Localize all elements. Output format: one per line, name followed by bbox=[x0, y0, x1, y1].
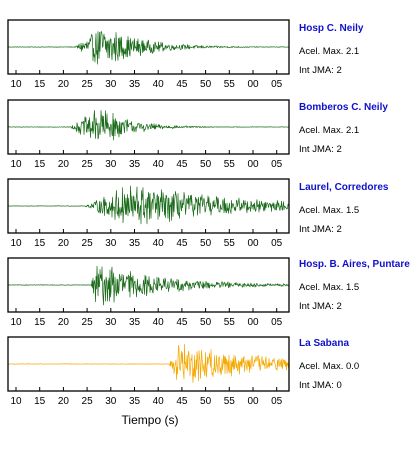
x-tick-label-2-3: 25 bbox=[82, 159, 94, 170]
x-tick-label-3-0: 10 bbox=[10, 238, 22, 249]
station-accel-3: Acel. Max. 1.5 bbox=[299, 205, 360, 216]
x-tick-label-4-11: 05 bbox=[271, 317, 283, 328]
x-tick-label-4-2: 20 bbox=[58, 317, 70, 328]
panel-frame-4 bbox=[7, 257, 290, 313]
x-tick-label-3-10: 00 bbox=[247, 238, 259, 249]
panel-frame-5 bbox=[7, 336, 290, 392]
x-tick-label-5-10: 00 bbox=[247, 396, 259, 407]
x-tick-label-1-4: 30 bbox=[105, 79, 117, 90]
x-tick-label-1-6: 40 bbox=[153, 79, 165, 90]
station-intensity-1: Int JMA: 2 bbox=[299, 65, 342, 76]
x-tick-label-2-8: 50 bbox=[200, 159, 212, 170]
x-tick-label-2-1: 15 bbox=[34, 159, 46, 170]
x-tick-label-3-8: 50 bbox=[200, 238, 212, 249]
trace-4 bbox=[7, 265, 290, 306]
x-tick-label-3-3: 25 bbox=[82, 238, 94, 249]
station-name-2: Bomberos C. Neily bbox=[299, 102, 388, 113]
x-tick-label-3-9: 55 bbox=[224, 238, 236, 249]
x-tick-label-2-6: 40 bbox=[153, 159, 165, 170]
x-tick-label-5-3: 25 bbox=[82, 396, 94, 407]
x-tick-label-5-11: 05 bbox=[271, 396, 283, 407]
x-tick-label-3-5: 35 bbox=[129, 238, 141, 249]
x-tick-label-3-7: 45 bbox=[176, 238, 188, 249]
x-tick-label-3-11: 05 bbox=[271, 238, 283, 249]
x-tick-label-1-3: 25 bbox=[82, 79, 94, 90]
trace-2 bbox=[7, 110, 290, 141]
station-intensity-2: Int JMA: 2 bbox=[299, 144, 342, 155]
x-tick-label-2-0: 10 bbox=[10, 159, 22, 170]
station-accel-1: Acel. Max. 2.1 bbox=[299, 46, 360, 57]
x-tick-label-1-8: 50 bbox=[200, 79, 212, 90]
x-tick-label-5-0: 10 bbox=[10, 396, 22, 407]
x-tick-label-2-2: 20 bbox=[58, 159, 70, 170]
x-tick-label-5-4: 30 bbox=[105, 396, 117, 407]
x-tick-label-1-7: 45 bbox=[176, 79, 188, 90]
x-tick-label-4-9: 55 bbox=[224, 317, 236, 328]
x-tick-label-5-6: 40 bbox=[153, 396, 165, 407]
x-tick-label-4-10: 00 bbox=[247, 317, 259, 328]
station-accel-2: Acel. Max. 2.1 bbox=[299, 125, 360, 136]
station-accel-4: Acel. Max. 1.5 bbox=[299, 282, 360, 293]
x-tick-label-1-2: 20 bbox=[58, 79, 70, 90]
station-name-4: Hosp. B. Aires, Puntare bbox=[299, 259, 410, 270]
x-tick-label-4-7: 45 bbox=[176, 317, 188, 328]
station-accel-5: Acel. Max. 0.0 bbox=[299, 361, 360, 372]
x-tick-label-3-2: 20 bbox=[58, 238, 70, 249]
x-tick-label-1-10: 00 bbox=[247, 79, 259, 90]
x-tick-label-2-9: 55 bbox=[224, 159, 236, 170]
x-tick-label-1-11: 05 bbox=[271, 79, 283, 90]
x-axis-label: Tiempo (s) bbox=[121, 413, 179, 427]
x-tick-label-3-6: 40 bbox=[153, 238, 165, 249]
x-tick-label-5-7: 45 bbox=[176, 396, 188, 407]
x-tick-label-1-1: 15 bbox=[34, 79, 46, 90]
x-tick-label-4-3: 25 bbox=[82, 317, 94, 328]
x-tick-label-4-6: 40 bbox=[153, 317, 165, 328]
x-tick-label-5-9: 55 bbox=[224, 396, 236, 407]
x-tick-label-5-5: 35 bbox=[129, 396, 141, 407]
x-tick-label-1-0: 10 bbox=[10, 79, 22, 90]
x-tick-label-5-1: 15 bbox=[34, 396, 46, 407]
x-tick-label-2-11: 05 bbox=[271, 159, 283, 170]
panel-frame-2 bbox=[7, 99, 290, 155]
x-tick-label-3-4: 30 bbox=[105, 238, 117, 249]
x-tick-label-4-1: 15 bbox=[34, 317, 46, 328]
x-tick-label-2-7: 45 bbox=[176, 159, 188, 170]
x-tick-label-4-8: 50 bbox=[200, 317, 212, 328]
station-intensity-4: Int JMA: 2 bbox=[299, 301, 342, 312]
station-intensity-5: Int JMA: 0 bbox=[299, 380, 342, 391]
x-tick-label-2-5: 35 bbox=[129, 159, 141, 170]
panel-frame-1 bbox=[7, 19, 290, 75]
x-tick-label-1-5: 35 bbox=[129, 79, 141, 90]
x-tick-label-2-10: 00 bbox=[247, 159, 259, 170]
trace-1 bbox=[7, 31, 290, 65]
station-intensity-3: Int JMA: 2 bbox=[299, 224, 342, 235]
station-name-1: Hosp C. Neily bbox=[299, 23, 364, 34]
x-tick-label-5-8: 50 bbox=[200, 396, 212, 407]
x-tick-label-1-9: 55 bbox=[224, 79, 236, 90]
x-tick-label-3-1: 15 bbox=[34, 238, 46, 249]
x-tick-label-4-0: 10 bbox=[10, 317, 22, 328]
station-name-3: Laurel, Corredores bbox=[299, 182, 389, 193]
x-tick-label-2-4: 30 bbox=[105, 159, 117, 170]
panel-frame-3 bbox=[7, 178, 290, 234]
x-tick-label-5-2: 20 bbox=[58, 396, 70, 407]
x-tick-label-4-4: 30 bbox=[105, 317, 117, 328]
station-name-5: La Sabana bbox=[299, 338, 350, 349]
trace-3 bbox=[7, 185, 290, 225]
x-tick-label-4-5: 35 bbox=[129, 317, 141, 328]
trace-5 bbox=[7, 343, 290, 383]
